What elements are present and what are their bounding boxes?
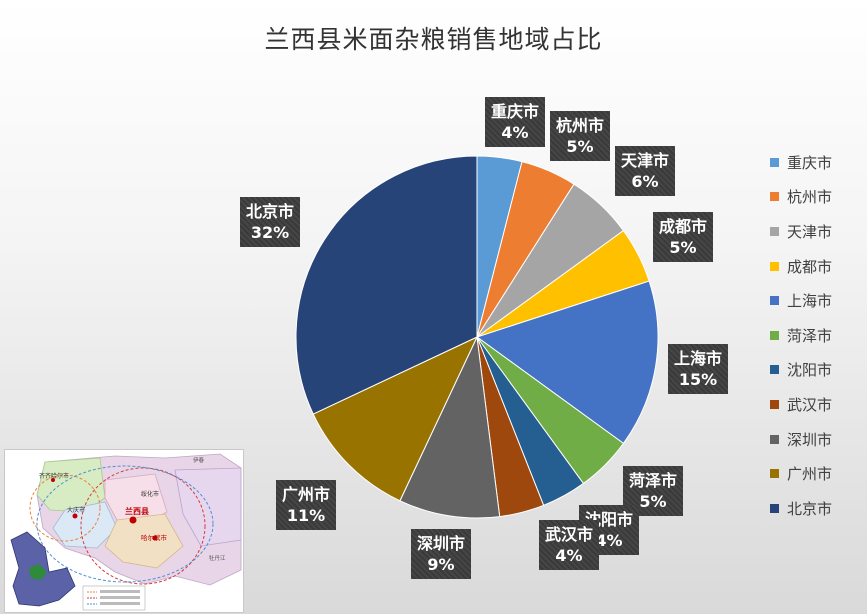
legend-swatch — [770, 434, 779, 444]
data-label-4: 上海市 15% — [668, 344, 729, 394]
legend-item-9: 广州市 — [770, 456, 832, 491]
legend-label: 菏泽市 — [787, 326, 833, 345]
data-label-value: 32% — [250, 223, 290, 242]
legend-label: 武汉市 — [787, 395, 833, 414]
data-label-0: 重庆市 4% — [485, 97, 546, 147]
legend-item-4: 上海市 — [770, 283, 832, 318]
data-label-category: 广州市 — [282, 485, 331, 504]
chart-title: 兰西县米面杂粮销售地域占比 — [264, 25, 603, 54]
map-label-daqing: 大庆市 — [67, 506, 85, 514]
data-label-category: 武汉市 — [545, 525, 594, 544]
data-label-value: 5% — [639, 492, 667, 511]
legend-item-2: 天津市 — [770, 214, 832, 249]
pie-slice-9 — [312, 335, 479, 502]
data-label-value: 5% — [566, 137, 594, 156]
data-label-category: 重庆市 — [491, 102, 540, 121]
legend-item-8: 深圳市 — [770, 422, 832, 457]
legend-item-1: 杭州市 — [770, 180, 832, 215]
pie-slice-10 — [295, 155, 478, 415]
data-label-value: 15% — [678, 370, 718, 389]
data-label-category: 上海市 — [674, 349, 723, 368]
map-label-yichun: 伊春 — [193, 456, 205, 464]
legend-label: 深圳市 — [787, 430, 833, 449]
legend-label: 成都市 — [787, 257, 833, 276]
data-label-category: 天津市 — [621, 151, 670, 170]
legend-swatch — [770, 296, 779, 306]
legend-label: 杭州市 — [787, 188, 833, 207]
legend-label: 沈阳市 — [787, 361, 833, 380]
legend-swatch — [770, 192, 779, 202]
data-label-value: 4% — [555, 546, 583, 565]
legend-item-3: 成都市 — [770, 249, 832, 284]
data-label-7: 武汉市 4% — [539, 520, 600, 570]
pie-slice-8 — [399, 335, 501, 519]
data-label-value: 5% — [669, 238, 697, 257]
map-label-lanxi: 兰西县 — [125, 506, 149, 516]
pie-slice-4 — [475, 280, 659, 445]
data-label-category: 成都市 — [659, 217, 708, 236]
legend-swatch — [770, 226, 779, 236]
data-label-10: 北京市 32% — [240, 197, 301, 247]
legend-label: 广州市 — [787, 465, 833, 484]
legend-swatch — [770, 261, 779, 271]
map-label-qiqihar: 齐齐哈尔市 — [39, 472, 69, 480]
map-label-mudanjiang: 牡丹江 — [209, 554, 226, 562]
legend-swatch — [770, 399, 779, 409]
legend-swatch — [770, 469, 779, 479]
legend-item-6: 沈阳市 — [770, 353, 832, 388]
legend-label: 天津市 — [787, 222, 833, 241]
legend: 重庆市杭州市天津市成都市上海市菏泽市沈阳市武汉市深圳市广州市北京市 — [770, 145, 832, 526]
legend-label: 上海市 — [787, 292, 833, 311]
legend-swatch — [770, 503, 779, 513]
data-label-2: 天津市 6% — [615, 146, 676, 196]
legend-swatch — [770, 330, 779, 340]
legend-swatch — [770, 365, 779, 375]
legend-item-0: 重庆市 — [770, 145, 832, 180]
data-label-category: 菏泽市 — [629, 471, 678, 490]
data-label-category: 深圳市 — [417, 534, 466, 553]
data-label-value: 6% — [631, 172, 659, 191]
map-label-harbin: 哈尔滨市 — [141, 533, 168, 542]
data-label-9: 广州市 11% — [276, 480, 337, 530]
legend-label: 重庆市 — [787, 153, 833, 172]
map-label-suihua: 绥化市 — [141, 490, 159, 498]
legend-item-10: 北京市 — [770, 491, 832, 526]
legend-item-5: 菏泽市 — [770, 318, 832, 353]
data-label-value: 4% — [501, 123, 529, 142]
data-label-value: 4% — [595, 531, 623, 550]
data-label-value: 11% — [286, 506, 326, 525]
data-label-category: 北京市 — [246, 202, 295, 221]
legend-label: 北京市 — [787, 499, 833, 518]
data-label-3: 成都市 5% — [653, 212, 714, 262]
data-label-1: 杭州市 5% — [550, 111, 611, 161]
legend-item-7: 武汉市 — [770, 387, 832, 422]
data-label-value: 9% — [427, 555, 455, 574]
data-label-8: 深圳市 9% — [411, 529, 472, 579]
data-label-category: 杭州市 — [556, 116, 605, 135]
location-map-inset: 兰西县 哈尔滨市 大庆市 齐齐哈尔市 绥化市 伊春 牡丹江 — [4, 449, 244, 613]
legend-swatch — [770, 157, 779, 167]
